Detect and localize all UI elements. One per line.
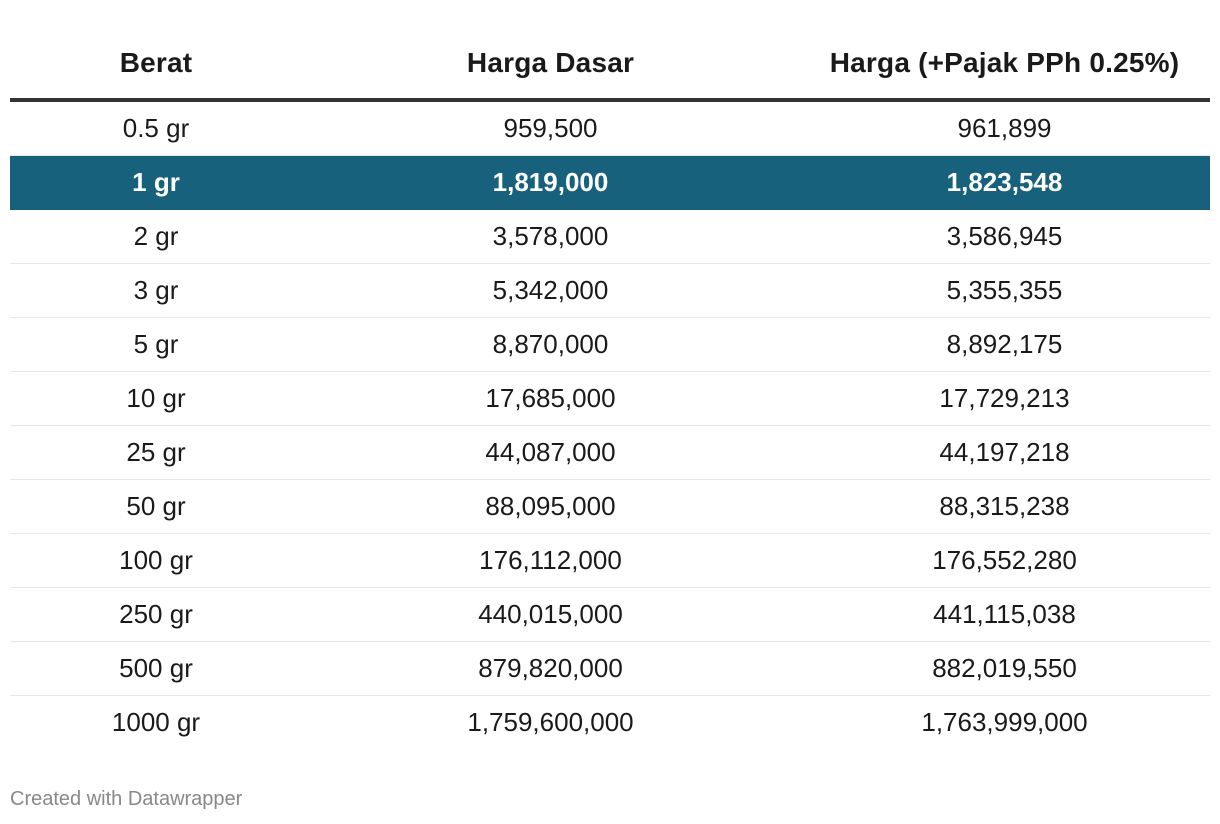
table-cell-base-price: 1,759,600,000	[467, 707, 634, 737]
table-row: 0.5 gr 959,500 961,899	[10, 100, 1210, 156]
table-row: 500 gr 879,820,000 882,019,550	[10, 641, 1210, 696]
table-cell-price-with-tax: 5,355,355	[799, 263, 1210, 318]
table-cell-weight: 100 gr	[10, 533, 302, 588]
table-row: 2 gr 3,578,000 3,586,945	[10, 209, 1210, 264]
table-cell-price-with-tax: 3,586,945	[799, 209, 1210, 264]
table-cell-weight: 50 gr	[10, 479, 302, 534]
table-cell-weight: 250 gr	[10, 587, 302, 642]
table-cell-base-price: 17,685,000	[302, 371, 799, 426]
table-cell-base-price: 5,342,000	[302, 263, 799, 318]
table-cell-weight: 5 gr	[10, 317, 302, 372]
table-row: 25 gr 44,087,000 44,197,218	[10, 425, 1210, 480]
table-cell-weight: 3 gr	[10, 263, 302, 318]
table-cell-weight: 10 gr	[10, 371, 302, 426]
column-header-price-with-tax[interactable]: Harga (+Pajak PPh 0.25%)	[799, 28, 1210, 102]
table-cell-base-price: 44,087,000	[302, 425, 799, 480]
table-cell-price-with-tax: 8,892,175	[799, 317, 1210, 372]
table-cell-base-price: 440,015,000	[302, 587, 799, 642]
table-cell-base-price: 959,500	[302, 100, 799, 156]
table-row: 100 gr 176,112,000 176,552,280	[10, 533, 1210, 588]
table-cell-base-price: 88,095,000	[302, 479, 799, 534]
table-cell-weight: 1000 gr	[111, 707, 201, 737]
table-row: 50 gr 88,095,000 88,315,238	[10, 479, 1210, 534]
header-row: Berat Harga Dasar Harga (+Pajak PPh 0.25…	[10, 28, 1210, 102]
table-row: 3 gr 5,342,000 5,355,355	[10, 263, 1210, 318]
table-cell-base-price: 176,112,000	[302, 533, 799, 588]
table-cell-base-price: 8,870,000	[302, 317, 799, 372]
table-row: 5 gr 8,870,000 8,892,175	[10, 317, 1210, 372]
table-cell-weight: 0.5 gr	[10, 100, 302, 156]
table-cell-price-with-tax: 1,823,548	[799, 155, 1210, 210]
column-header-base-price[interactable]: Harga Dasar	[302, 28, 799, 102]
price-table-container: Berat Harga Dasar Harga (+Pajak PPh 0.25…	[10, 28, 1210, 749]
table-cell-price-with-tax: 88,315,238	[799, 479, 1210, 534]
table-body: 0.5 gr 959,500 961,899 1 gr 1,819,000 1,823,5…	[10, 100, 1210, 749]
table-cell-price-with-tax: 1,763,999,000	[921, 707, 1088, 737]
table-header: Berat Harga Dasar Harga (+Pajak PPh 0.25…	[10, 28, 1210, 102]
table-cell-weight: 25 gr	[10, 425, 302, 480]
table-cell-base-price: 1,819,000	[302, 155, 799, 210]
table-cell-price-with-tax: 176,552,280	[799, 533, 1210, 588]
table-row: 10 gr 17,685,000 17,729,213	[10, 371, 1210, 426]
price-table: Berat Harga Dasar Harga (+Pajak PPh 0.25…	[10, 28, 1210, 749]
column-header-weight[interactable]: Berat	[10, 28, 302, 102]
table-cell-weight: 2 gr	[10, 209, 302, 264]
table-cell-price-with-tax: 961,899	[799, 100, 1210, 156]
table-cell-base-price: 879,820,000	[302, 641, 799, 696]
table-cell-price-with-tax: 17,729,213	[799, 371, 1210, 426]
table-cell-base-price: 3,578,000	[302, 209, 799, 264]
table-cell-weight: 500 gr	[10, 641, 302, 696]
table-cell-price-with-tax: 882,019,550	[799, 641, 1210, 696]
datawrapper-credit: Created with Datawrapper	[10, 788, 243, 810]
table-row: 250 gr 440,015,000 441,115,038	[10, 587, 1210, 642]
table-cell-price-with-tax: 441,115,038	[799, 587, 1210, 642]
table-cell-price-with-tax: 44,197,218	[799, 425, 1210, 480]
table-cell-weight: 1 gr	[10, 155, 302, 210]
table-row-highlighted: 1 gr 1,819,000 1,823,548	[10, 155, 1210, 210]
table-row: 1000 gr 1,759,600,000 1,763,999,000	[10, 696, 1210, 750]
